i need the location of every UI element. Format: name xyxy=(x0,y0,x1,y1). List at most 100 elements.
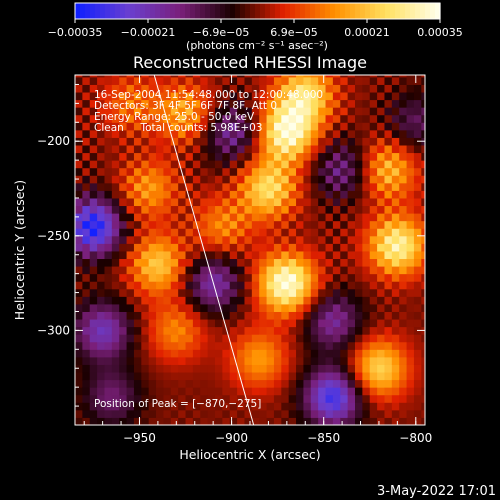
image-cell xyxy=(244,145,253,154)
image-cell xyxy=(163,76,172,85)
image-cell xyxy=(266,160,275,169)
image-cell xyxy=(229,99,238,108)
image-cell xyxy=(310,409,319,418)
image-cell xyxy=(97,387,105,396)
image-cell xyxy=(421,372,425,381)
image-cell xyxy=(192,137,201,146)
image-cell xyxy=(192,341,201,350)
image-cell xyxy=(185,197,194,207)
image-cell xyxy=(406,137,415,146)
image-cell xyxy=(111,205,120,214)
image-cell xyxy=(332,372,341,381)
image-cell xyxy=(273,281,282,290)
image-cell xyxy=(192,296,201,305)
image-cell xyxy=(163,129,172,138)
image-cell xyxy=(288,167,297,176)
image-cell xyxy=(111,145,120,154)
image-cell xyxy=(119,228,128,237)
image-cell xyxy=(178,175,187,184)
image-cell xyxy=(215,228,223,237)
image-cell xyxy=(332,235,341,244)
image-cell xyxy=(185,220,194,229)
image-cell xyxy=(318,220,327,229)
image-cell xyxy=(266,364,275,373)
image-cell xyxy=(288,311,297,320)
image-cell xyxy=(141,326,150,335)
image-cell xyxy=(303,76,312,85)
image-cell xyxy=(266,235,275,244)
image-cell xyxy=(178,213,187,222)
colorbar-step xyxy=(175,3,181,19)
colorbar-step xyxy=(245,3,251,19)
image-cell xyxy=(421,92,425,101)
image-cell xyxy=(259,364,268,373)
image-cell xyxy=(89,417,98,425)
image-cell xyxy=(406,266,415,275)
image-cell xyxy=(406,114,415,123)
image-cell xyxy=(362,213,371,222)
image-cell xyxy=(421,303,425,312)
image-cell xyxy=(413,379,422,388)
image-cell xyxy=(156,394,164,403)
image-cell xyxy=(75,75,83,78)
image-cell xyxy=(141,258,150,267)
image-cell xyxy=(163,311,172,320)
image-cell xyxy=(273,160,282,169)
image-cell xyxy=(413,402,422,411)
image-cell xyxy=(215,349,223,358)
image-cell xyxy=(259,349,268,358)
image-cell xyxy=(141,137,150,146)
image-cell xyxy=(406,356,415,365)
image-cell xyxy=(119,402,128,411)
image-cell xyxy=(273,372,282,381)
image-cell xyxy=(347,334,356,343)
image-cell xyxy=(413,319,422,328)
image-cell xyxy=(384,160,393,169)
image-cell xyxy=(377,213,385,222)
image-cell xyxy=(421,220,425,229)
image-cell xyxy=(126,76,135,85)
image-cell xyxy=(192,228,201,237)
image-cell xyxy=(355,334,363,343)
image-cell xyxy=(237,75,245,78)
image-cell xyxy=(215,341,223,350)
image-cell xyxy=(259,92,268,101)
image-cell xyxy=(141,122,150,131)
image-cell xyxy=(273,228,282,237)
image-cell xyxy=(377,175,385,184)
image-cell xyxy=(170,114,179,123)
image-cell xyxy=(229,417,238,425)
image-cell xyxy=(369,220,378,229)
image-cell xyxy=(178,243,187,252)
image-cell xyxy=(347,107,356,116)
image-cell xyxy=(384,349,393,358)
image-cell xyxy=(163,228,172,237)
image-cell xyxy=(377,402,385,411)
image-cell xyxy=(237,394,245,403)
image-cell xyxy=(215,76,223,85)
image-cell xyxy=(237,84,245,93)
image-cell xyxy=(325,205,334,214)
image-cell xyxy=(362,258,371,267)
image-cell xyxy=(296,417,304,425)
image-cell xyxy=(273,356,282,365)
image-cell xyxy=(222,167,231,176)
image-cell xyxy=(325,175,334,184)
image-cell xyxy=(222,160,231,169)
image-cell xyxy=(340,311,349,320)
image-cell xyxy=(192,281,201,290)
image-cell xyxy=(200,190,209,199)
colorbar-step xyxy=(300,3,306,19)
image-cell xyxy=(406,417,415,425)
image-cell xyxy=(325,356,334,365)
image-cell xyxy=(244,107,253,116)
image-cell xyxy=(406,220,415,229)
image-cell xyxy=(237,402,245,411)
colorbar-step xyxy=(190,3,196,19)
image-cell xyxy=(325,243,334,252)
image-cell xyxy=(421,379,425,388)
image-cell xyxy=(207,364,216,373)
image-cell xyxy=(325,409,334,418)
image-cell xyxy=(266,182,275,191)
image-cell xyxy=(222,182,231,191)
